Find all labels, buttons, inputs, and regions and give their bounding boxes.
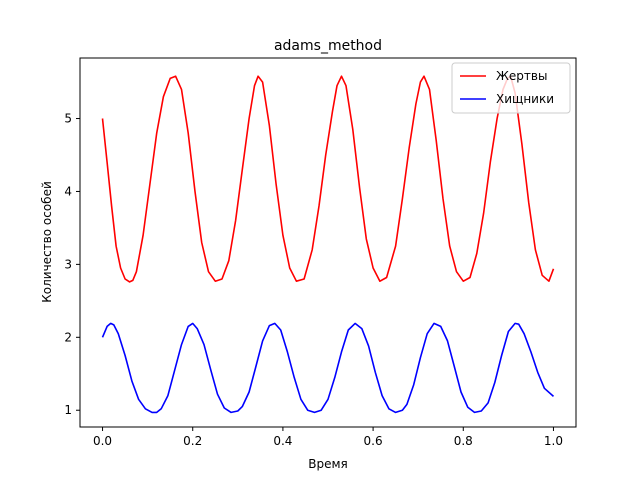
- x-tick-label: 0.0: [93, 434, 112, 448]
- chart-title: adams_method: [274, 38, 382, 54]
- series-line-0: [101, 75, 555, 283]
- x-tick-label: 0.2: [183, 434, 202, 448]
- y-tick-label: 1: [64, 403, 72, 417]
- y-tick-label: 4: [64, 184, 72, 198]
- x-tick-label: 0.8: [454, 434, 473, 448]
- legend: Жертвы Хищники: [451, 62, 571, 114]
- plot-frame: [79, 57, 577, 428]
- plot-lines: [101, 75, 555, 414]
- y-axis-label: Количество особей: [40, 181, 54, 302]
- series-line-1: [101, 322, 555, 414]
- y-tick-label: 5: [64, 112, 72, 126]
- x-axis: 0.0 0.2 0.4 0.6 0.8 1.0: [93, 427, 563, 448]
- x-axis-label: Время: [308, 457, 348, 471]
- y-tick-label: 3: [64, 257, 72, 271]
- legend-label: Хищники: [496, 92, 554, 106]
- y-axis: 1 2 3 4 5: [64, 112, 80, 417]
- x-tick-label: 0.4: [273, 434, 292, 448]
- legend-label: Жертвы: [496, 69, 547, 83]
- y-tick-label: 2: [64, 330, 72, 344]
- x-tick-label: 0.6: [364, 434, 383, 448]
- x-tick-label: 1.0: [544, 434, 563, 448]
